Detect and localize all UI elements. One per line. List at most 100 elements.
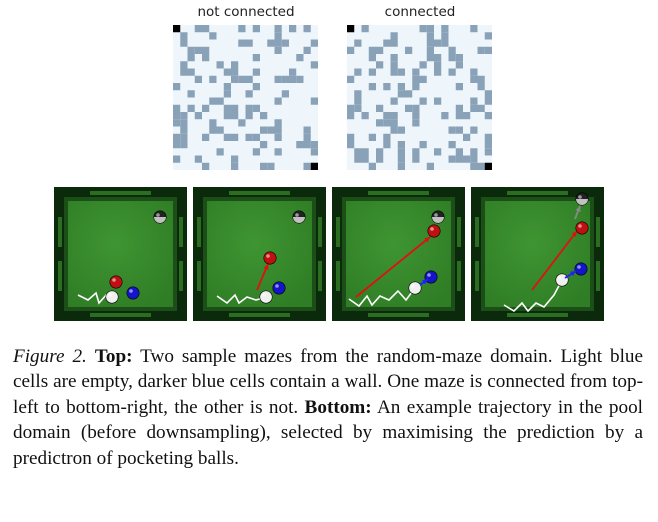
maze-not-connected-wall-cell: [310, 39, 318, 47]
maze-connected-wall-cell: [419, 25, 427, 33]
maze-connected-wall-cell: [397, 126, 405, 134]
maze-not-connected-wall-cell: [187, 90, 195, 98]
pool-2-left-strip-2: [197, 261, 201, 291]
maze-not-connected-wall-cell: [209, 97, 217, 105]
maze-not-connected-wall-cell: [223, 104, 231, 112]
maze-connected-wall-cell: [347, 104, 355, 112]
maze-connected-wall-cell: [397, 162, 405, 170]
pool-3-red-ball: [427, 224, 441, 238]
maze-connected-wall-cell: [470, 75, 478, 83]
pool-3-white-ball-highlight: [411, 284, 415, 288]
maze-connected-wall-cell: [361, 155, 369, 163]
maze-not-connected-wall-cell: [303, 133, 311, 141]
maze-not-connected-wall-cell: [209, 119, 217, 127]
pool-1-white-ball: [105, 290, 119, 304]
maze-connected-wall-cell: [412, 75, 420, 83]
pool-4-white-ball-highlight: [558, 276, 562, 280]
maze-connected-wall-cell: [405, 90, 413, 98]
maze-not-connected-wall-cell: [245, 112, 253, 120]
maze-connected-goal-cell: [484, 162, 492, 170]
maze-connected-wall-cell: [347, 141, 355, 149]
pool-3-trajectory: [348, 287, 416, 308]
maze-not-connected-wall-cell: [223, 83, 231, 91]
pool-frame-2: [193, 187, 326, 321]
maze-connected-wall-cell: [484, 112, 492, 120]
maze-connected-wall-cell: [390, 54, 398, 62]
pool-3-bottom-strip: [368, 313, 429, 317]
maze-not-connected-wall-cell: [231, 104, 239, 112]
maze-connected-wall-cell: [347, 75, 355, 83]
pool-2-red-ball-highlight: [266, 254, 270, 258]
maze-connected-wall-cell: [448, 46, 456, 54]
pool-2-black-ball-stripe: [293, 217, 305, 223]
maze-connected-wall-cell: [368, 68, 376, 76]
maze-connected-start-cell: [347, 25, 355, 33]
maze-not-connected-wall-cell: [187, 104, 195, 112]
maze-not-connected-wall-cell: [267, 39, 275, 47]
maze-connected-wall-cell: [397, 148, 405, 156]
maze-not-connected-wall-cell: [202, 104, 210, 112]
pool-frame-1: [54, 187, 187, 321]
pool-3-red-arrow-head: [424, 237, 430, 243]
maze-not-connected-wall-cell: [310, 97, 318, 105]
maze-connected-wall-cell: [390, 112, 398, 120]
maze-connected-wall-cell: [484, 148, 492, 156]
pool-3-red-ball-highlight: [430, 227, 434, 231]
pool-4-trajectory: [503, 279, 563, 313]
maze-connected-wall-cell: [390, 126, 398, 134]
maze-connected-wall-cell: [368, 162, 376, 170]
maze-connected-wall-cell: [455, 148, 463, 156]
maze-connected-wall-cell: [470, 25, 478, 33]
pool-1-black-ball-stripe: [154, 217, 166, 223]
pool-4-blue-ball-highlight: [577, 265, 581, 269]
maze-connected-wall-cell: [376, 61, 384, 69]
maze-not-connected-wall-cell: [238, 75, 246, 83]
pool-table-3: [332, 187, 465, 321]
maze-connected-wall-cell: [470, 126, 478, 134]
maze-not-connected-wall-cell: [260, 126, 268, 134]
maze-not-connected: [173, 25, 318, 170]
pool-table-1: [54, 187, 187, 321]
maze-connected-wall-cell: [426, 162, 434, 170]
maze-connected-wall-cell: [354, 104, 362, 112]
maze-connected-wall-cell: [463, 112, 471, 120]
pool-3-left-strip-1: [336, 217, 340, 247]
maze-not-connected-wall-cell: [289, 75, 297, 83]
maze-not-connected-wall-cell: [274, 32, 282, 40]
pool-3-red-arrow: [355, 236, 431, 298]
maze-connected-wall-cell: [354, 97, 362, 105]
maze-connected-wall-cell: [383, 119, 391, 127]
maze-connected-wall-cell: [412, 104, 420, 112]
maze-connected-wall-cell: [390, 97, 398, 105]
maze-not-connected-wall-cell: [223, 90, 231, 98]
maze-not-connected-wall-cell: [180, 68, 188, 76]
maze-not-connected-wall-cell: [310, 61, 318, 69]
maze-connected-wall-cell: [397, 90, 405, 98]
maze-not-connected-wall-cell: [310, 141, 318, 149]
caption-bottom-label: Bottom:: [304, 396, 372, 418]
pool-1-red-ball-highlight: [112, 278, 116, 282]
figure-caption: Figure 2. Top: Two sample mazes from the…: [13, 344, 643, 471]
maze-not-connected-wall-cell: [252, 133, 260, 141]
maze-connected-wall-cell: [470, 104, 478, 112]
pool-table-2: [193, 187, 326, 321]
maze-not-connected-wall-cell: [194, 155, 202, 163]
maze-not-connected-wall-cell: [202, 133, 210, 141]
maze-connected-wall-cell: [434, 148, 442, 156]
maze-not-connected-wall-cell: [252, 25, 260, 33]
maze-connected-wall-cell: [368, 133, 376, 141]
maze-not-connected-wall-cell: [173, 104, 181, 112]
maze-connected-wall-cell: [477, 46, 485, 54]
maze-not-connected-wall-cell: [289, 68, 297, 76]
maze-not-connected-wall-cell: [231, 75, 239, 83]
maze-connected-wall-cell: [455, 112, 463, 120]
maze-connected-wall-cell: [412, 148, 420, 156]
maze-connected-wall-cell: [434, 54, 442, 62]
pool-4-red-arrow: [531, 230, 578, 291]
maze-connected-wall-cell: [484, 32, 492, 40]
maze-not-connected-wall-cell: [274, 25, 282, 33]
maze-connected-wall-cell: [368, 83, 376, 91]
pool-2-red-arrow-head: [263, 264, 269, 270]
pool-3-black-ball-highlight: [434, 213, 438, 217]
maze-not-connected-wall-cell: [260, 112, 268, 120]
